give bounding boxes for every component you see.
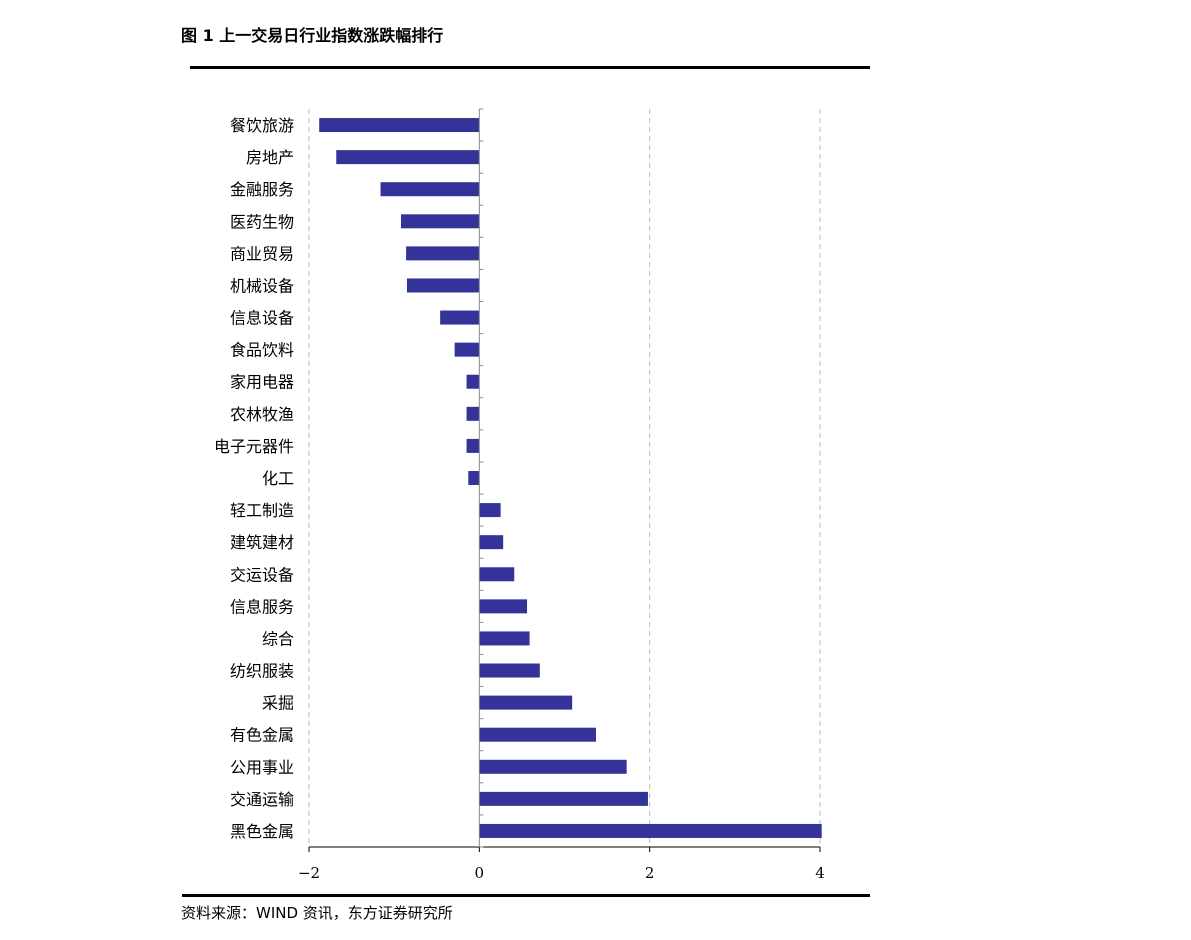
category-label: 纺织服装: [230, 662, 294, 681]
category-label: 商业贸易: [230, 244, 294, 263]
bottom-rule: [182, 894, 870, 897]
bars: [319, 118, 822, 838]
category-label: 交通运输: [230, 790, 294, 809]
category-label: 化工: [262, 469, 294, 488]
category-labels: 餐饮旅游房地产金融服务医药生物商业贸易机械设备信息设备食品饮料家用电器农林牧渔电…: [214, 116, 294, 841]
bar: [406, 246, 480, 261]
category-label: 房地产: [246, 148, 294, 167]
bar: [479, 503, 501, 518]
bar: [454, 342, 480, 357]
bar: [319, 118, 480, 133]
source-note: 资料来源：WIND 资讯，东方证券研究所: [181, 904, 453, 922]
bar: [336, 150, 480, 165]
bar: [406, 278, 480, 293]
top-rule: [190, 66, 870, 69]
category-label: 采掘: [262, 694, 294, 713]
category-label: 综合: [262, 629, 294, 648]
category-label: 机械设备: [230, 276, 294, 295]
bar: [479, 663, 540, 678]
bar: [400, 214, 480, 229]
bar: [466, 406, 480, 421]
tick-labels: −2 0 2 4: [298, 864, 825, 882]
category-label: 交运设备: [230, 565, 294, 584]
bar: [479, 631, 530, 646]
x-tick-label: 0: [475, 864, 485, 882]
bar: [479, 567, 515, 582]
category-label: 轻工制造: [230, 501, 294, 520]
category-label: 公用事业: [230, 758, 294, 777]
category-label: 金融服务: [230, 180, 294, 199]
figure-title: 图 1 上一交易日行业指数涨跌幅排行: [181, 26, 444, 45]
category-label: 有色金属: [230, 726, 294, 745]
bar: [479, 823, 822, 838]
gridlines: [308, 109, 821, 847]
x-tick-label: −2: [298, 864, 320, 882]
x-tick-label: 2: [645, 864, 655, 882]
bar: [479, 599, 528, 614]
bar: [479, 759, 627, 774]
bar: [440, 310, 480, 325]
bar: [380, 182, 480, 197]
bar: [479, 535, 504, 550]
bar: [479, 791, 648, 806]
category-label: 农林牧渔: [230, 405, 294, 424]
bar: [479, 695, 573, 710]
category-label: 信息服务: [230, 597, 294, 616]
bar: [466, 374, 480, 389]
category-label: 黑色金属: [230, 822, 294, 841]
category-label: 餐饮旅游: [230, 116, 294, 135]
bar: [466, 438, 480, 453]
category-label: 建筑建材: [230, 533, 294, 552]
bar: [468, 471, 480, 485]
category-label: 家用电器: [230, 373, 294, 392]
x-tick-label: 4: [815, 864, 825, 882]
category-label: 信息设备: [230, 309, 294, 328]
axes: [308, 108, 821, 852]
category-label: 食品饮料: [230, 341, 294, 360]
category-label: 电子元器件: [214, 437, 294, 456]
bar: [479, 727, 597, 742]
category-label: 医药生物: [230, 212, 294, 231]
